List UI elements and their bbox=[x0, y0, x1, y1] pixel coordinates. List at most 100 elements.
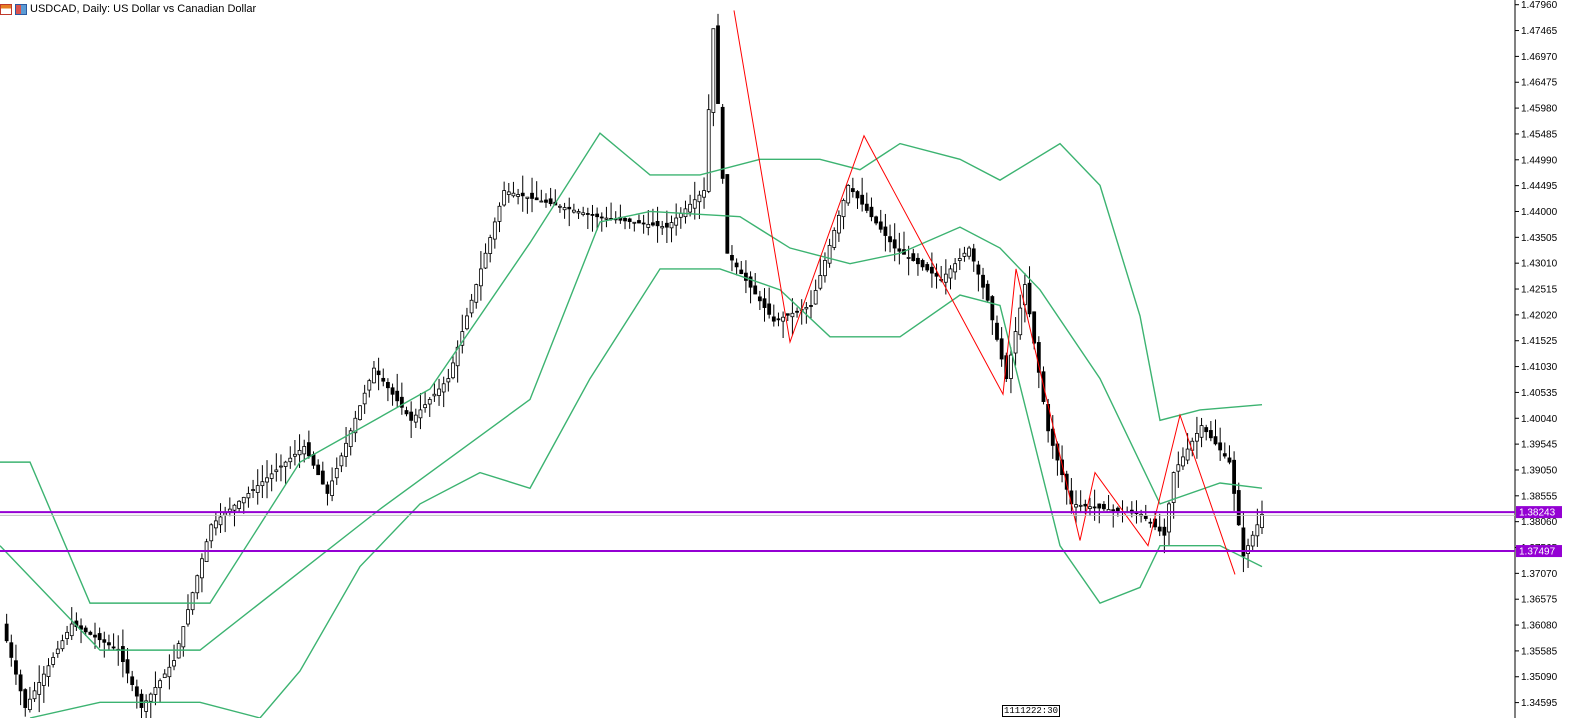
price-axis-label: 1.39050 bbox=[1521, 465, 1558, 476]
price-axis-label: 1.42515 bbox=[1521, 285, 1558, 296]
candle-body bbox=[506, 191, 511, 195]
candle-body bbox=[288, 457, 293, 463]
bollinger-upper bbox=[0, 132, 1263, 604]
candle bbox=[381, 368, 386, 387]
candle bbox=[897, 232, 902, 265]
candle bbox=[69, 607, 74, 641]
candle bbox=[474, 283, 479, 309]
candle-body bbox=[539, 200, 544, 203]
candle-body bbox=[841, 199, 846, 218]
candle-body bbox=[1171, 472, 1176, 503]
candle-body bbox=[1115, 507, 1120, 512]
candle-body bbox=[158, 680, 162, 689]
candle bbox=[14, 644, 18, 685]
candle bbox=[720, 104, 725, 184]
price-axis-label: 1.39545 bbox=[1521, 440, 1558, 451]
candle bbox=[293, 439, 297, 466]
candle-body bbox=[274, 469, 279, 473]
candle-body bbox=[302, 446, 307, 455]
candle bbox=[618, 204, 623, 224]
candle bbox=[269, 464, 274, 492]
candle bbox=[590, 204, 595, 232]
candle-body bbox=[251, 489, 255, 491]
candle bbox=[809, 290, 813, 320]
candle-body bbox=[107, 642, 111, 646]
candle bbox=[544, 193, 548, 208]
candle-body bbox=[762, 298, 767, 308]
candle-body bbox=[832, 230, 837, 248]
candle bbox=[213, 512, 218, 536]
candle-body bbox=[65, 631, 69, 639]
candle bbox=[460, 314, 465, 354]
candle-body bbox=[130, 676, 135, 685]
candle-body bbox=[655, 221, 660, 227]
candle bbox=[358, 405, 362, 421]
candle bbox=[609, 202, 613, 221]
candle bbox=[181, 626, 186, 657]
candle bbox=[162, 669, 167, 679]
price-axis-label: 1.38555 bbox=[1521, 491, 1558, 502]
candle bbox=[613, 211, 618, 224]
candle-body bbox=[771, 316, 776, 322]
candle bbox=[502, 181, 507, 207]
candle bbox=[1097, 503, 1102, 524]
candle-body bbox=[1111, 509, 1116, 512]
candle bbox=[1092, 489, 1097, 521]
candle-body bbox=[1195, 433, 1199, 442]
candle bbox=[892, 223, 897, 262]
chart-window-icon[interactable] bbox=[0, 3, 12, 15]
candle-body bbox=[111, 646, 116, 649]
candle bbox=[846, 184, 851, 206]
price-axis-label: 1.45980 bbox=[1521, 104, 1558, 115]
candle-body bbox=[706, 109, 711, 192]
candle bbox=[330, 467, 335, 502]
candle-body bbox=[674, 217, 679, 226]
candle-body bbox=[1009, 354, 1013, 379]
candle-body bbox=[1204, 427, 1209, 433]
candle bbox=[60, 634, 65, 652]
candle bbox=[120, 629, 125, 678]
symbol-icon[interactable] bbox=[15, 3, 27, 15]
candle bbox=[395, 373, 400, 408]
candle bbox=[255, 469, 260, 505]
candle bbox=[1232, 451, 1237, 511]
candle bbox=[32, 681, 37, 702]
candle bbox=[757, 290, 762, 311]
candle-body bbox=[297, 449, 302, 456]
candle bbox=[539, 189, 544, 203]
candle-body bbox=[1013, 331, 1018, 354]
candle bbox=[1227, 445, 1232, 465]
candle-body bbox=[739, 269, 744, 275]
candle-body bbox=[60, 640, 65, 650]
candle-body bbox=[911, 253, 916, 261]
candle-body bbox=[702, 190, 706, 198]
candle-body bbox=[748, 276, 753, 288]
candle bbox=[790, 298, 795, 335]
candle bbox=[767, 287, 772, 319]
candle bbox=[832, 227, 837, 251]
candle bbox=[1013, 317, 1018, 366]
candle bbox=[762, 288, 767, 322]
candle bbox=[883, 213, 888, 252]
candle-body bbox=[455, 346, 460, 367]
candle bbox=[674, 203, 679, 236]
candle-body bbox=[1102, 503, 1106, 510]
price-axis-label: 1.41030 bbox=[1521, 362, 1558, 373]
candle-body bbox=[1181, 456, 1185, 467]
candle-body bbox=[753, 285, 758, 295]
candle-body bbox=[358, 405, 362, 420]
candle bbox=[200, 553, 204, 593]
candle bbox=[427, 397, 432, 417]
candle-body bbox=[186, 609, 190, 625]
price-axis-label: 1.46475 bbox=[1521, 78, 1558, 89]
candle-body bbox=[734, 262, 739, 268]
candle bbox=[837, 210, 841, 242]
candle-body bbox=[144, 700, 149, 712]
candle-body bbox=[985, 283, 990, 301]
candle bbox=[451, 355, 455, 380]
candle bbox=[669, 215, 674, 243]
candle-body bbox=[990, 296, 995, 321]
candle bbox=[18, 669, 23, 706]
candle bbox=[925, 262, 930, 273]
